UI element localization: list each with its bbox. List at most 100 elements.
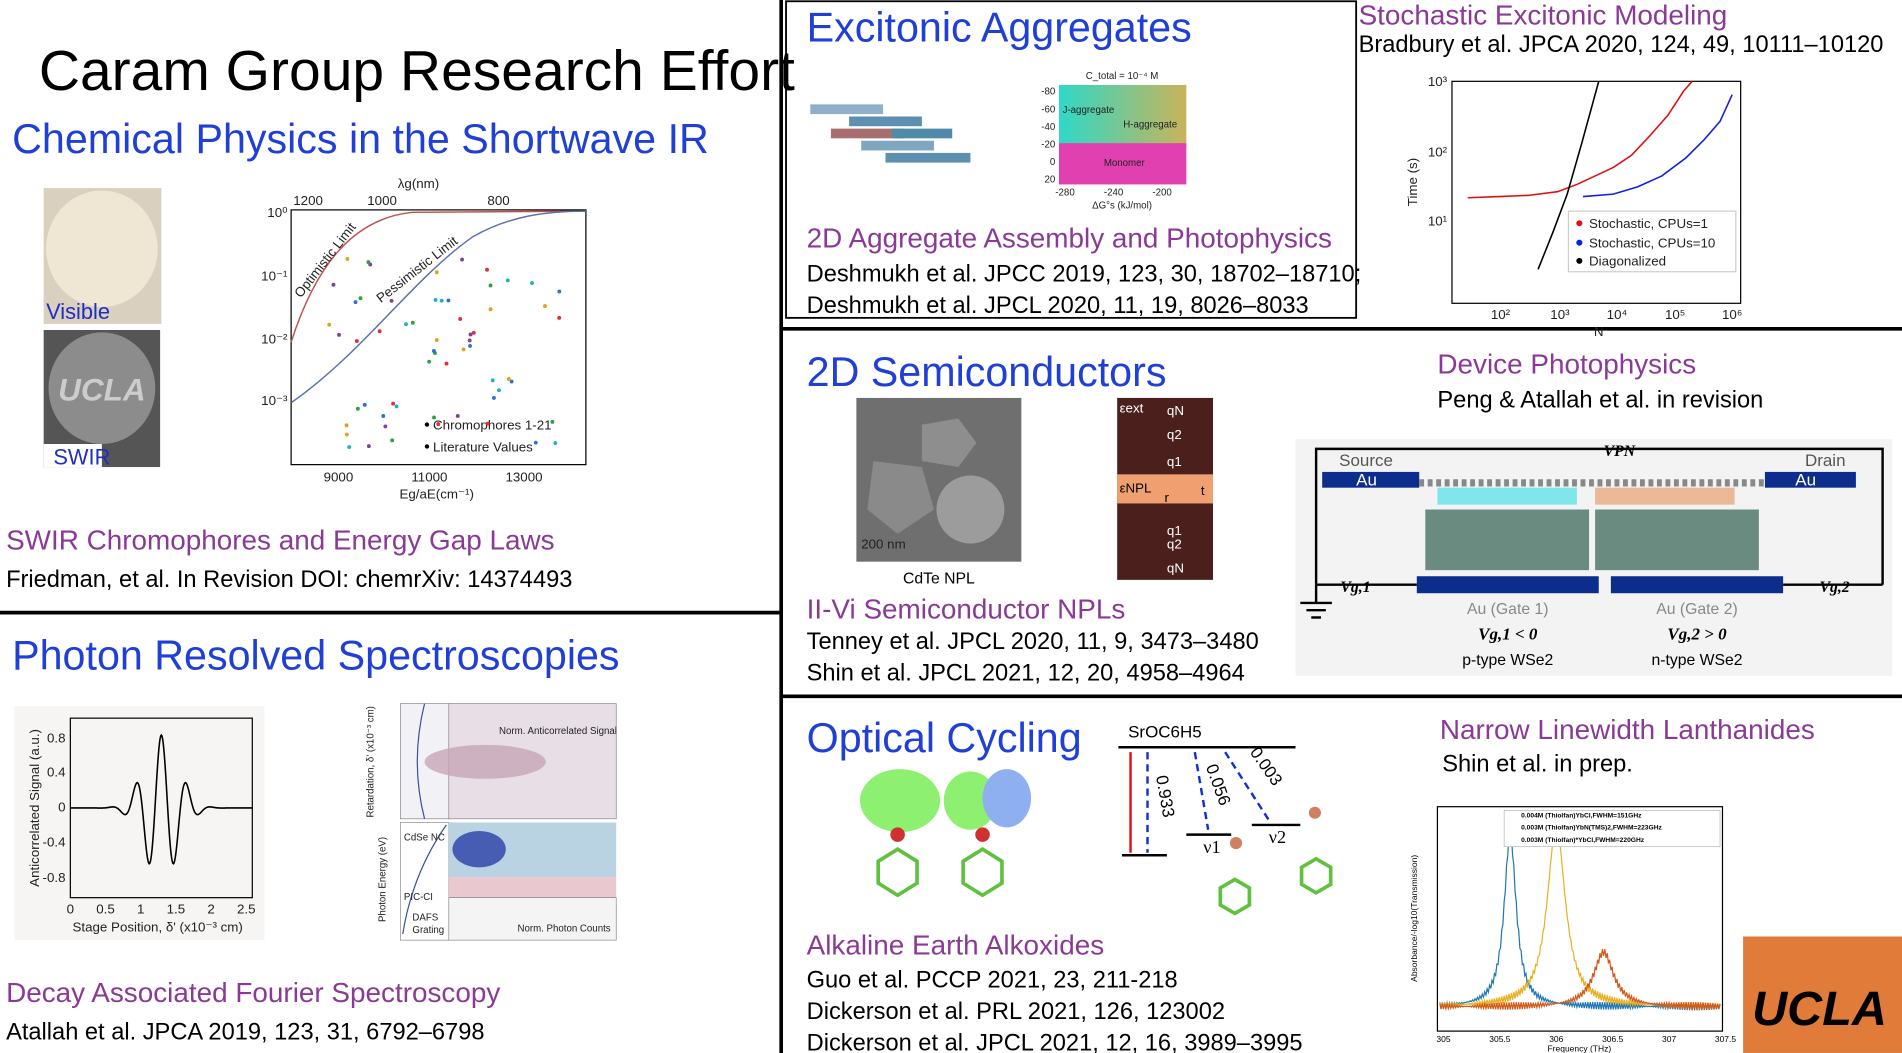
section-subtitle: II-Vi Semiconductor NPLs xyxy=(807,594,1126,625)
heat xyxy=(424,744,546,779)
legend-label: 0.004M (Thiolfan)YbCl,FWHM=151GHz xyxy=(1521,813,1642,820)
legend-label: Literature Values xyxy=(433,439,533,454)
curve xyxy=(290,210,586,404)
image-caption: CdTe NPL xyxy=(903,571,975,588)
scale-label: 200 nm xyxy=(861,536,905,551)
point xyxy=(491,395,496,400)
citation: Shin et al. in prep. xyxy=(1442,752,1633,778)
axis-label: Time (s) xyxy=(1405,158,1420,206)
photo-logo: UCLA xyxy=(58,371,146,407)
tick-label: -280 xyxy=(1055,187,1075,198)
tick-label: 306.5 xyxy=(1602,1034,1624,1044)
block xyxy=(830,128,904,139)
point xyxy=(344,432,349,437)
point xyxy=(530,281,534,285)
section-subtitle: Stochastic Excitonic Modeling xyxy=(1359,0,1728,30)
point xyxy=(509,379,514,384)
molecule-figure xyxy=(860,769,1032,898)
gate xyxy=(1610,576,1784,594)
section-subtitle: Decay Associated Fourier Spectroscopy xyxy=(6,977,500,1008)
diagram-label: qN xyxy=(1167,561,1184,576)
tick-label: -200 xyxy=(1152,187,1172,198)
point xyxy=(550,419,555,424)
slide-title: Caram Group Research Effort xyxy=(39,39,795,103)
point xyxy=(366,260,371,265)
legend-marker xyxy=(424,444,430,449)
tick-label: 0 xyxy=(58,800,65,815)
box xyxy=(785,0,1358,319)
axis-label: Photon Energy (eV) xyxy=(378,837,389,922)
map xyxy=(1058,84,1187,149)
tick-label: 10² xyxy=(1491,307,1511,322)
citation: Deshmukh et al. JPCL 2020, 11, 19, 8026–… xyxy=(807,293,1309,319)
point xyxy=(362,402,367,407)
figure-label: CdSe NC xyxy=(404,833,445,844)
figure-label: PIC-CI xyxy=(404,892,433,903)
tick-label: 10³ xyxy=(1550,307,1570,322)
spectrum xyxy=(1439,833,1721,1011)
citation: Dickerson et al. PRL 2021, 126, 123002 xyxy=(807,999,1225,1025)
device-label: VPN xyxy=(1604,443,1636,460)
tick-label: 1.5 xyxy=(167,901,186,916)
citation: Atallah et al. JPCA 2019, 123, 31, 6792–… xyxy=(6,1020,484,1046)
citation: Peng & Atallah et al. in revision xyxy=(1437,388,1763,414)
point xyxy=(467,338,472,343)
point xyxy=(431,349,436,353)
ring xyxy=(961,847,1004,898)
diagram-label: q2 xyxy=(1167,427,1182,442)
electrode xyxy=(1322,471,1420,488)
axis-label: Anticorrelated Signal (a.u.) xyxy=(27,729,42,887)
device-label: p-type WSe2 xyxy=(1462,652,1553,669)
point xyxy=(337,332,341,337)
energy-diagram: SrOC6H5 0.933 0.056 0.003 ν1 ν2 xyxy=(1118,723,1333,916)
tick-label: 10⁻¹ xyxy=(261,268,288,283)
citation: Deshmukh et al. JPCC 2019, 123, 30, 1870… xyxy=(807,261,1362,287)
layer xyxy=(1437,487,1577,505)
block xyxy=(849,116,922,127)
point xyxy=(461,347,466,352)
section-heading: Chemical Physics in the Shortwave IR xyxy=(12,116,709,162)
point xyxy=(468,343,472,348)
legend-label: Chromophores 1-21 xyxy=(433,417,552,432)
atom xyxy=(1229,837,1243,850)
axis-label: N xyxy=(1594,324,1604,339)
citation: Dickerson et al. JPCL 2021, 12, 16, 3989… xyxy=(807,1031,1303,1053)
device-label: Au xyxy=(1795,470,1816,489)
point xyxy=(444,361,449,366)
tick-label: -40 xyxy=(1041,122,1056,133)
point xyxy=(436,422,441,427)
diagram-label: t xyxy=(1201,483,1205,498)
point xyxy=(543,304,547,309)
device-label: Drain xyxy=(1805,451,1846,470)
tick-label: -0.8 xyxy=(43,870,66,885)
tick-label: 305.5 xyxy=(1489,1034,1511,1044)
map-label: C_total = 10⁻⁴ M xyxy=(1086,71,1159,82)
tick-label: -80 xyxy=(1041,87,1056,98)
wire xyxy=(1314,447,1884,585)
point xyxy=(358,296,363,301)
citation: Guo et al. PCCP 2021, 23, 211-218 xyxy=(807,967,1178,993)
figure-label: DAFS xyxy=(412,913,438,924)
diagram-label: 0.933 xyxy=(1152,774,1178,819)
stack xyxy=(1595,509,1759,571)
map-figure: Norm. Anticorrelated Signal CdSe NC PIC-… xyxy=(366,703,617,941)
figure-label: Grating xyxy=(412,925,444,936)
point xyxy=(460,257,464,262)
photo-wafer xyxy=(46,190,158,307)
tick-label: 307 xyxy=(1662,1034,1676,1044)
diagram-label: qN xyxy=(1167,403,1184,418)
point xyxy=(404,322,408,327)
plot-frame xyxy=(290,209,587,466)
map xyxy=(1058,143,1187,185)
citation: Tenney et al. JPCL 2020, 11, 9, 3473–348… xyxy=(807,629,1259,655)
point xyxy=(394,404,399,409)
point xyxy=(427,359,432,364)
axis-label: Retardation, δ' (x10⁻³ cm) xyxy=(366,706,377,817)
tick-label: 13000 xyxy=(505,470,542,485)
heat xyxy=(452,830,506,868)
point xyxy=(345,256,350,261)
point xyxy=(355,406,360,411)
tick-label: 800 xyxy=(487,193,509,208)
device-label: Au (Gate 2) xyxy=(1656,601,1737,618)
section-heading: Excitonic Aggregates xyxy=(807,4,1192,50)
